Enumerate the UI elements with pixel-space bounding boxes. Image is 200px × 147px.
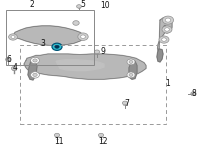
Polygon shape bbox=[24, 54, 146, 79]
Polygon shape bbox=[28, 60, 37, 80]
Polygon shape bbox=[56, 60, 104, 71]
Text: 8: 8 bbox=[192, 89, 196, 98]
Circle shape bbox=[159, 36, 169, 43]
Circle shape bbox=[31, 72, 39, 78]
Circle shape bbox=[162, 16, 174, 24]
Circle shape bbox=[54, 133, 60, 137]
Text: 6: 6 bbox=[7, 55, 11, 64]
Text: 12: 12 bbox=[98, 137, 108, 146]
Text: 10: 10 bbox=[100, 1, 110, 10]
Circle shape bbox=[52, 43, 62, 50]
Text: 4: 4 bbox=[13, 63, 17, 72]
Circle shape bbox=[31, 57, 39, 64]
Circle shape bbox=[165, 18, 171, 22]
Circle shape bbox=[77, 5, 81, 8]
Text: 1: 1 bbox=[166, 79, 170, 88]
Circle shape bbox=[122, 101, 128, 105]
Circle shape bbox=[33, 73, 37, 76]
Circle shape bbox=[78, 33, 88, 40]
Circle shape bbox=[81, 35, 85, 38]
Circle shape bbox=[162, 26, 172, 33]
Bar bbox=[20, 45, 166, 124]
Circle shape bbox=[127, 59, 135, 65]
Text: 11: 11 bbox=[54, 137, 64, 146]
Circle shape bbox=[6, 58, 10, 61]
Bar bbox=[6, 10, 94, 65]
Polygon shape bbox=[157, 49, 163, 62]
Text: 3: 3 bbox=[41, 39, 45, 48]
Circle shape bbox=[98, 133, 104, 137]
Circle shape bbox=[73, 21, 79, 25]
Circle shape bbox=[165, 28, 169, 31]
Circle shape bbox=[55, 45, 59, 48]
Circle shape bbox=[127, 72, 135, 78]
Circle shape bbox=[162, 38, 166, 41]
Text: 5: 5 bbox=[81, 0, 85, 9]
Circle shape bbox=[33, 59, 37, 62]
Polygon shape bbox=[158, 17, 172, 53]
Text: 7: 7 bbox=[125, 98, 129, 107]
Circle shape bbox=[11, 36, 15, 38]
Circle shape bbox=[191, 92, 196, 96]
Text: 2: 2 bbox=[30, 0, 34, 9]
Text: 9: 9 bbox=[101, 47, 105, 56]
Circle shape bbox=[11, 67, 17, 70]
Circle shape bbox=[129, 60, 133, 63]
Circle shape bbox=[94, 50, 100, 54]
Circle shape bbox=[9, 34, 17, 40]
Circle shape bbox=[129, 74, 133, 76]
Polygon shape bbox=[13, 26, 84, 45]
Polygon shape bbox=[129, 60, 137, 79]
